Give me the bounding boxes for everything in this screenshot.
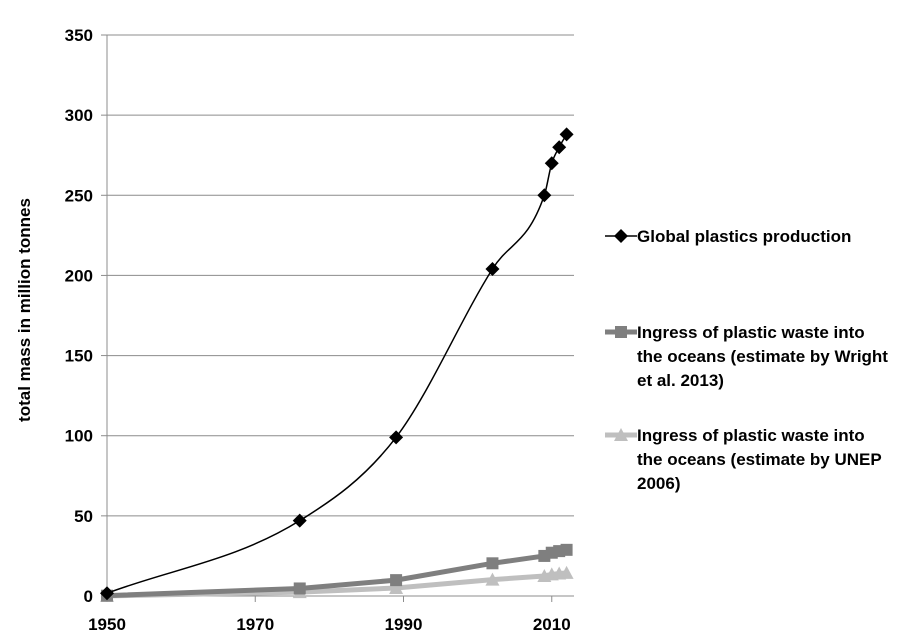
x-tick-labels: 1950 1970 1990 2010 (88, 615, 571, 634)
data-point-production (100, 586, 114, 601)
legend-label: Ingress of plastic waste into (637, 426, 865, 445)
data-point-unep (485, 572, 500, 586)
legend-label: the oceans (estimate by UNEP (637, 450, 882, 469)
legend-marker-wright (615, 326, 627, 338)
x-tick-label: 2010 (533, 615, 571, 634)
data-point-unep (389, 580, 404, 594)
y-tick-label: 250 (65, 186, 93, 205)
x-tick-label: 1970 (236, 615, 274, 634)
y-tick-label: 0 (84, 587, 93, 606)
data-point-wright (486, 557, 499, 570)
series-group (100, 127, 574, 602)
y-tick-label: 150 (65, 347, 93, 366)
legend-marker-production (614, 229, 628, 243)
data-point-unep (559, 565, 574, 579)
y-axis-label: total mass in million tonnes (15, 198, 34, 422)
y-tick-label: 300 (65, 106, 93, 125)
y-tick-label: 100 (65, 427, 93, 446)
legend-label: Ingress of plastic waste into (637, 323, 865, 342)
legend-label: et al. 2013) (637, 371, 724, 390)
legend-label: the oceans (estimate by Wright (637, 347, 888, 366)
legend-marker-unep (614, 428, 628, 441)
data-point-production (292, 513, 307, 528)
data-point-wright (293, 582, 306, 595)
legend: Global plastics production Ingress of pla… (605, 227, 888, 493)
series-wright (101, 543, 573, 602)
data-point-wright (390, 574, 403, 587)
data-point-production (544, 156, 559, 171)
y-tick-label: 350 (65, 26, 93, 45)
axes (101, 34, 574, 602)
y-tick-label: 200 (65, 266, 93, 285)
legend-label: Global plastics production (637, 227, 851, 246)
series-line-production (106, 133, 568, 595)
gridlines (107, 34, 574, 517)
legend-item-unep: Ingress of plastic waste into the oceans … (605, 426, 882, 493)
y-tick-label: 50 (74, 507, 93, 526)
legend-item-wright: Ingress of plastic waste into the oceans … (605, 323, 888, 390)
data-point-production (389, 430, 404, 445)
series-production (100, 127, 574, 601)
legend-item-production: Global plastics production (605, 227, 851, 246)
x-tick-label: 1950 (88, 615, 126, 634)
legend-label: 2006) (637, 474, 680, 493)
data-point-production (485, 262, 500, 277)
data-point-production (552, 140, 567, 155)
y-tick-labels: 0 50 100 150 200 250 300 350 (65, 26, 93, 606)
data-point-production (559, 127, 574, 142)
data-point-production (537, 188, 552, 203)
x-tick-label: 1990 (385, 615, 423, 634)
data-point-wright (560, 543, 573, 556)
